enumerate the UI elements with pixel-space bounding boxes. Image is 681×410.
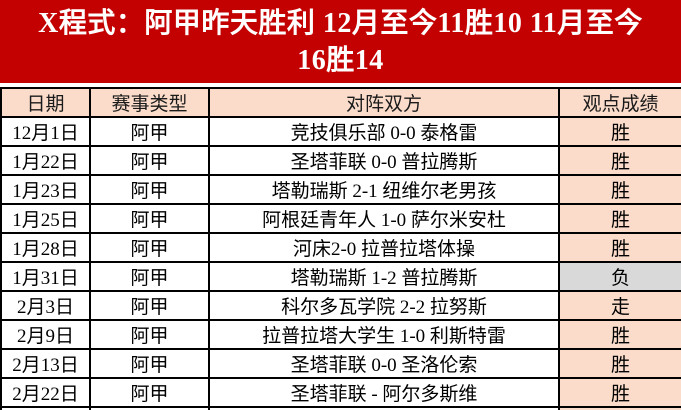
cell-date: 1月25日 <box>0 203 91 234</box>
col-header-date: 日期 <box>0 87 91 118</box>
banner-table-gap <box>0 83 681 87</box>
cell-league: 阿甲 <box>89 116 210 147</box>
cell-date: 2月9日 <box>0 319 91 350</box>
cell-match: 圣塔菲联 0-0 圣洛伦索 <box>208 348 560 379</box>
cell-league: 阿甲 <box>89 377 210 408</box>
cell-league: 阿甲 <box>89 145 210 176</box>
cell-match: 科尔多瓦中央SDE 2-0 塔勒瑞斯 <box>208 406 560 410</box>
cell-match: 河床2-0 拉普拉塔体操 <box>208 232 560 263</box>
col-header-league: 赛事类型 <box>89 87 210 118</box>
cell-date: 2月22日 <box>0 377 91 408</box>
cell-date: 1月31日 <box>0 261 91 292</box>
col-header-result: 观点成绩 <box>558 87 681 118</box>
table-row: 12月1日 阿甲 竞技俱乐部 0-0 泰格雷 胜 <box>0 116 681 147</box>
table-row: 2月9日 阿甲 拉普拉塔大学生 1-0 利斯特雷 胜 <box>0 319 681 350</box>
table-row: 1月28日 阿甲 河床2-0 拉普拉塔体操 胜 <box>0 232 681 263</box>
results-table: 日期 赛事类型 对阵双方 观点成绩 12月1日 阿甲 竞技俱乐部 0-0 泰格雷… <box>0 87 681 410</box>
cell-match: 塔勒瑞斯 2-1 纽维尔老男孩 <box>208 174 560 205</box>
cell-result: 胜 <box>558 377 681 408</box>
cell-league: 阿甲 <box>89 174 210 205</box>
cell-result: 胜 <box>558 232 681 263</box>
cell-result: 胜 <box>558 348 681 379</box>
cell-result: 胜 <box>558 319 681 350</box>
cell-result: 胜 <box>558 174 681 205</box>
cell-date: 1月23日 <box>0 174 91 205</box>
cell-match: 科尔多瓦学院 2-2 拉努斯 <box>208 290 560 321</box>
table-row: 2月13日 阿甲 圣塔菲联 0-0 圣洛伦索 胜 <box>0 348 681 379</box>
table-row: 2月3日 阿甲 科尔多瓦学院 2-2 拉努斯 走 <box>0 290 681 321</box>
cell-date: 12月1日 <box>0 116 91 147</box>
title-banner: X程式：阿甲昨天胜利 12月至今11胜10 11月至今 16胜14 <box>0 0 681 83</box>
cell-date: 2月24日 <box>0 406 91 410</box>
cell-league: 阿甲 <box>89 232 210 263</box>
cell-match: 圣塔菲联 0-0 普拉腾斯 <box>208 145 560 176</box>
cell-match: 阿根廷青年人 1-0 萨尔米安杜 <box>208 203 560 234</box>
cell-result: 走 <box>558 290 681 321</box>
cell-result: 胜 <box>558 145 681 176</box>
cell-league: 阿甲 <box>89 290 210 321</box>
cell-date: 2月13日 <box>0 348 91 379</box>
cell-match: 竞技俱乐部 0-0 泰格雷 <box>208 116 560 147</box>
table-row: 1月31日 阿甲 塔勒瑞斯 1-2 普拉腾斯 负 <box>0 261 681 292</box>
cell-league: 阿甲 <box>89 319 210 350</box>
banner-title-line1: X程式：阿甲昨天胜利 12月至今11胜10 11月至今 <box>38 7 643 39</box>
table-row: 1月22日 阿甲 圣塔菲联 0-0 普拉腾斯 胜 <box>0 145 681 176</box>
table-header-row: 日期 赛事类型 对阵双方 观点成绩 <box>0 87 681 118</box>
cell-league: 阿甲 <box>89 203 210 234</box>
cell-result: 胜 <box>558 203 681 234</box>
cell-match: 圣塔菲联 - 阿尔多斯维 <box>208 377 560 408</box>
cell-result: 胜 <box>558 116 681 147</box>
cell-league: 阿甲 <box>89 406 210 410</box>
table-row: 1月23日 阿甲 塔勒瑞斯 2-1 纽维尔老男孩 胜 <box>0 174 681 205</box>
cell-match: 拉普拉塔大学生 1-0 利斯特雷 <box>208 319 560 350</box>
cell-date: 2月3日 <box>0 290 91 321</box>
cell-match: 塔勒瑞斯 1-2 普拉腾斯 <box>208 261 560 292</box>
banner-title-line2: 16胜14 <box>297 44 384 76</box>
table-row: 1月25日 阿甲 阿根廷青年人 1-0 萨尔米安杜 胜 <box>0 203 681 234</box>
cell-date: 1月22日 <box>0 145 91 176</box>
col-header-match: 对阵双方 <box>208 87 560 118</box>
cell-league: 阿甲 <box>89 261 210 292</box>
table-row: 2月22日 阿甲 圣塔菲联 - 阿尔多斯维 胜 <box>0 377 681 408</box>
cell-date: 1月28日 <box>0 232 91 263</box>
cell-result: 负 <box>558 261 681 292</box>
cell-league: 阿甲 <box>89 348 210 379</box>
